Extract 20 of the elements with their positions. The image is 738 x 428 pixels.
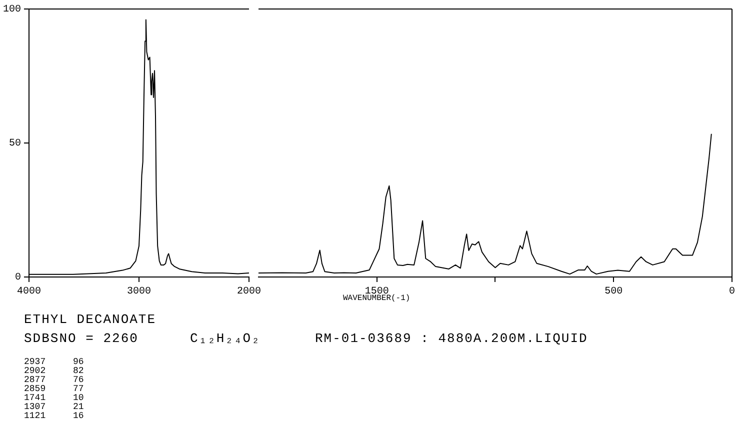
text: 1307 21	[24, 402, 84, 412]
text: 2877 76	[24, 375, 84, 385]
text: 2937 96	[24, 357, 84, 367]
text: C₁₂H₂₄O₂	[190, 331, 260, 346]
text: 2859 77	[24, 384, 84, 394]
x-tick-label: 0	[728, 286, 736, 298]
x-tick-label: 4000	[16, 286, 42, 298]
y-tick-label: 100	[2, 4, 22, 16]
x-tick-label: 3000	[126, 286, 152, 298]
text: 2902 82	[24, 366, 84, 376]
x-tick-label: 500	[604, 286, 623, 298]
x-tick-label: 2000	[236, 286, 262, 298]
x-axis-title: WAVENUMBER(-1)	[343, 294, 410, 303]
text: 1121 16	[24, 411, 84, 421]
y-tick-label: 0	[14, 272, 22, 284]
y-tick-label: 50	[8, 138, 22, 150]
text: RM-01-03689 : 4880A.200M.LIQUID	[315, 331, 588, 346]
text: 1741 10	[24, 393, 84, 403]
text: SDBSNO = 2260	[24, 331, 138, 346]
text: ETHYL DECANOATE	[24, 312, 156, 327]
